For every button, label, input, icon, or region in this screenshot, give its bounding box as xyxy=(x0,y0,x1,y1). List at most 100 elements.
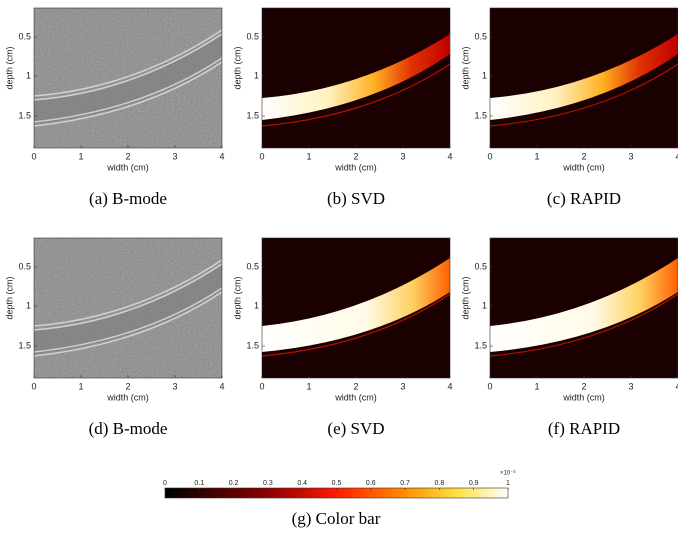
vessel-wall xyxy=(33,291,223,357)
x-tick-label: 4 xyxy=(447,381,452,391)
colorbar-tick-label: 0.8 xyxy=(435,480,445,487)
y-tick-label: 1 xyxy=(254,300,259,310)
panel: 0 1 2 3 4 0.5 1 1.5 width (cm) depth (cm) (c) RAPI… xyxy=(460,7,678,208)
vessel-wall xyxy=(33,287,223,353)
x-tick-label: 2 xyxy=(125,151,130,161)
y-tick-label: 0.5 xyxy=(474,261,487,271)
caption: (g) Color bar xyxy=(292,509,381,528)
y-tick-label: 1.5 xyxy=(18,340,31,350)
x-axis-label: width (cm) xyxy=(334,162,377,172)
colorbar-tick-label: 0.7 xyxy=(400,480,410,487)
x-tick-label: 3 xyxy=(172,151,177,161)
colorbar-exponent: ×10⁻³ xyxy=(500,471,515,477)
x-tick-label: 2 xyxy=(581,151,586,161)
image-bg xyxy=(262,8,450,148)
x-tick-label: 2 xyxy=(353,151,358,161)
x-tick-label: 3 xyxy=(400,381,405,391)
y-tick-label: 1.5 xyxy=(474,340,487,350)
vessel-wall xyxy=(261,63,451,127)
image-noise xyxy=(34,8,222,148)
flow-band xyxy=(490,34,678,120)
x-tick-label: 3 xyxy=(628,381,633,391)
caption: (a) B-mode xyxy=(89,189,167,208)
caption: (b) SVD xyxy=(327,189,385,208)
vessel-wall xyxy=(33,263,223,331)
colorbar-tick-label: 0.4 xyxy=(297,480,307,487)
vessel-wall xyxy=(33,29,223,97)
y-tick-label: 1.5 xyxy=(246,340,259,350)
colorbar-tick-label: 0.6 xyxy=(366,480,376,487)
colorbar-tick-label: 0 xyxy=(163,480,167,487)
flow-band xyxy=(262,258,450,352)
x-tick-label: 0 xyxy=(31,381,36,391)
y-axis-label: depth (cm) xyxy=(232,46,242,89)
x-tick-label: 2 xyxy=(125,381,130,391)
y-tick-label: 1.5 xyxy=(246,110,259,120)
y-tick-label: 1 xyxy=(254,70,259,80)
y-tick-label: 1 xyxy=(482,70,487,80)
x-tick-label: 4 xyxy=(675,151,678,161)
caption: (e) SVD xyxy=(327,419,384,438)
x-tick-label: 1 xyxy=(306,151,311,161)
y-tick-label: 1 xyxy=(26,70,31,80)
caption: (d) B-mode xyxy=(89,419,168,438)
x-tick-label: 0 xyxy=(487,381,492,391)
x-tick-label: 3 xyxy=(400,151,405,161)
x-tick-label: 4 xyxy=(219,151,224,161)
colorbar: 0 0.1 0.2 0.3 0.4 0.5 0.6 0.7 0.8 0.9 1 ×10⁻³ xyxy=(163,471,515,499)
y-tick-label: 1 xyxy=(482,300,487,310)
x-tick-label: 1 xyxy=(78,381,83,391)
colorbar-tick-label: 0.2 xyxy=(229,480,239,487)
x-tick-label: 0 xyxy=(31,151,36,161)
x-axis-label: width (cm) xyxy=(106,392,149,402)
y-tick-label: 0.5 xyxy=(246,31,259,41)
vessel-wall xyxy=(489,63,678,127)
y-tick-label: 1.5 xyxy=(18,110,31,120)
x-axis-label: width (cm) xyxy=(562,162,605,172)
vessel-wall xyxy=(33,259,223,327)
y-axis-label: depth (cm) xyxy=(4,276,14,319)
x-axis-label: width (cm) xyxy=(562,392,605,402)
x-tick-label: 0 xyxy=(487,151,492,161)
vessel-wall xyxy=(489,293,678,357)
x-tick-label: 0 xyxy=(259,381,264,391)
colorbar-tick-label: 0.5 xyxy=(332,480,342,487)
image-noise xyxy=(34,238,222,378)
panel: 0 1 2 3 4 0.5 1 1.5 width (cm) depth (cm) (b) SVD xyxy=(232,7,453,208)
vessel-wall xyxy=(261,293,451,357)
y-tick-label: 1 xyxy=(26,300,31,310)
x-tick-label: 0 xyxy=(259,151,264,161)
x-tick-label: 1 xyxy=(534,151,539,161)
y-tick-label: 0.5 xyxy=(474,31,487,41)
flow-band xyxy=(262,34,450,120)
x-tick-label: 1 xyxy=(534,381,539,391)
caption: (c) RAPID xyxy=(547,189,621,208)
x-axis-label: width (cm) xyxy=(334,392,377,402)
image-bg xyxy=(490,8,678,148)
y-axis-label: depth (cm) xyxy=(460,276,470,319)
vessel-wall xyxy=(33,57,223,123)
colorbar-tick-label: 0.1 xyxy=(194,480,204,487)
x-tick-label: 2 xyxy=(581,381,586,391)
vessel-lumen xyxy=(34,34,222,124)
x-tick-label: 1 xyxy=(78,151,83,161)
x-tick-label: 4 xyxy=(447,151,452,161)
y-axis-label: depth (cm) xyxy=(460,46,470,89)
y-tick-label: 1.5 xyxy=(474,110,487,120)
vessel-lumen xyxy=(34,264,222,354)
panel: 0 1 2 3 4 0.5 1 1.5 width (cm) depth (cm) (f) RAPI… xyxy=(460,237,678,438)
colorbar-tick-label: 0.9 xyxy=(469,480,479,487)
y-tick-label: 0.5 xyxy=(18,31,31,41)
panel: 0 1 2 3 4 0.5 1 1.5 width (cm) depth (cm) (d) B-mo… xyxy=(4,237,225,438)
x-tick-label: 2 xyxy=(353,381,358,391)
y-axis-label: depth (cm) xyxy=(232,276,242,319)
vessel-wall xyxy=(33,33,223,101)
colorbar-tick-label: 1 xyxy=(506,480,510,487)
panel: 0 1 2 3 4 0.5 1 1.5 width (cm) depth (cm) (e) SVD xyxy=(232,237,453,438)
flow-band xyxy=(490,258,678,352)
x-tick-label: 4 xyxy=(219,381,224,391)
x-tick-label: 3 xyxy=(628,151,633,161)
y-tick-label: 0.5 xyxy=(18,261,31,271)
x-tick-label: 1 xyxy=(306,381,311,391)
